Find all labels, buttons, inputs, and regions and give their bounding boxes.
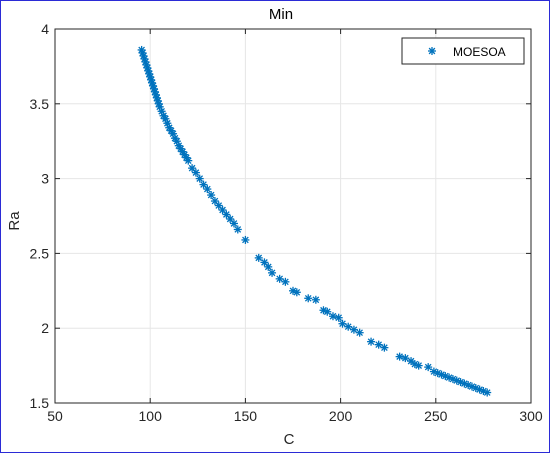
y-tick-label: 4 bbox=[41, 21, 49, 37]
grid-layer bbox=[54, 28, 532, 404]
data-point bbox=[395, 352, 404, 361]
data-point bbox=[195, 174, 204, 183]
data-point bbox=[374, 340, 383, 349]
data-point bbox=[281, 277, 290, 286]
data-point bbox=[210, 197, 219, 206]
x-axis-title: C bbox=[284, 431, 295, 448]
data-point bbox=[304, 294, 313, 303]
data-point bbox=[264, 262, 273, 271]
data-point bbox=[344, 322, 353, 331]
x-tick-label: 50 bbox=[47, 408, 63, 424]
x-tick-label: 150 bbox=[234, 408, 258, 424]
data-point bbox=[367, 337, 376, 346]
data-point bbox=[380, 343, 389, 352]
data-point bbox=[184, 156, 193, 165]
data-point bbox=[349, 325, 358, 334]
data-point bbox=[275, 274, 284, 283]
tick-layer: 50 100 150 200 250 300 1.5 2 2.5 3 3.5 4 bbox=[30, 21, 543, 424]
x-tick-label: 200 bbox=[329, 408, 353, 424]
data-point bbox=[338, 319, 347, 328]
data-point bbox=[292, 288, 301, 297]
legend-label: MOESOA bbox=[453, 45, 506, 59]
data-point bbox=[410, 360, 419, 369]
y-tick-label: 3.5 bbox=[30, 96, 50, 112]
data-point bbox=[229, 219, 238, 228]
data-point bbox=[191, 168, 200, 177]
data-point bbox=[233, 225, 242, 234]
data-point bbox=[424, 363, 433, 372]
y-axis-title: Ra bbox=[6, 211, 23, 231]
plot-area bbox=[54, 28, 532, 404]
data-point bbox=[483, 388, 492, 397]
legend-box bbox=[401, 37, 525, 65]
x-tick-label: 250 bbox=[424, 408, 448, 424]
data-point bbox=[254, 253, 263, 262]
data-point bbox=[401, 354, 410, 363]
data-point bbox=[334, 313, 343, 322]
legend-marker-symbol bbox=[428, 47, 436, 55]
data-point bbox=[268, 268, 277, 277]
y-tick-label: 2.5 bbox=[30, 245, 50, 261]
x-tick-label: 100 bbox=[139, 408, 163, 424]
y-tick-label: 2 bbox=[41, 320, 49, 336]
data-points bbox=[137, 45, 492, 397]
data-point bbox=[328, 312, 337, 321]
data-point bbox=[414, 361, 423, 370]
y-tick-label: 1.5 bbox=[30, 395, 50, 411]
data-point bbox=[241, 235, 250, 244]
x-tick-label: 300 bbox=[519, 408, 543, 424]
legend-marker bbox=[428, 47, 436, 55]
data-point bbox=[260, 258, 269, 267]
data-point bbox=[323, 307, 332, 316]
data-point bbox=[311, 295, 320, 304]
data-point bbox=[207, 191, 216, 200]
data-point bbox=[203, 185, 212, 194]
y-tick-label: 3 bbox=[41, 171, 49, 187]
data-point bbox=[355, 328, 364, 337]
chart-title: Min bbox=[269, 6, 293, 23]
legend: MOESOA bbox=[401, 37, 525, 65]
